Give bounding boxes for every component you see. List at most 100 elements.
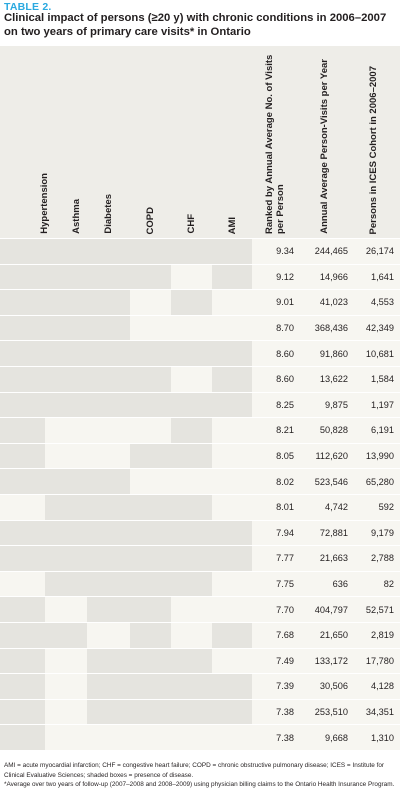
condition-cell	[0, 264, 45, 290]
condition-cell	[87, 520, 130, 546]
rank-value: 9.12	[276, 271, 294, 282]
visits-value: 9,875	[325, 399, 348, 410]
col-header-rank: Ranked by Annual Average No. of Visits p…	[264, 54, 286, 234]
condition-cell	[212, 366, 252, 392]
condition-cell	[171, 290, 212, 315]
condition-cell	[87, 648, 130, 674]
table-body: 9.34 244,465 26,174 9.12 14,966 1,641 9.01 41,0…	[0, 239, 400, 751]
visits-value: 368,436	[314, 323, 348, 334]
condition-cell	[130, 597, 171, 622]
condition-cell	[0, 520, 45, 546]
condition-cell	[130, 418, 171, 443]
condition-cell	[212, 392, 252, 418]
value-cells-bg	[252, 315, 400, 341]
persons-value: 1,641	[371, 271, 394, 282]
condition-cell	[0, 699, 45, 725]
condition-cell	[45, 290, 87, 315]
condition-cell	[0, 239, 45, 264]
rank-value: 8.01	[276, 502, 294, 513]
visits-value: 13,622	[319, 374, 348, 385]
persons-value: 2,819	[371, 630, 394, 641]
rank-value: 7.49	[276, 655, 294, 666]
condition-cell	[45, 674, 87, 699]
condition-cell	[45, 469, 87, 494]
table-row: 9.34 244,465 26,174	[0, 239, 400, 265]
col-header-visits: Annual Average Person-Visits per Year	[318, 59, 330, 234]
condition-cell	[130, 520, 171, 546]
col-header-hypertension: Hypertension	[38, 173, 50, 234]
footnotes: AMI = acute myocardial infarction; CHF =…	[4, 761, 396, 790]
rank-value: 7.77	[276, 553, 294, 564]
condition-cell	[130, 392, 171, 418]
condition-cell	[171, 674, 212, 699]
condition-cell	[0, 366, 45, 392]
condition-cell	[0, 392, 45, 418]
condition-cell	[171, 699, 212, 725]
rank-value: 7.38	[276, 706, 294, 717]
condition-cell	[87, 418, 130, 443]
condition-cell	[45, 699, 87, 725]
col-header-ami: AMI	[226, 216, 238, 234]
visits-value: 636	[332, 579, 348, 590]
condition-cell	[212, 699, 252, 725]
condition-cell	[45, 520, 87, 546]
visits-value: 112,620	[315, 451, 348, 462]
condition-cell	[87, 469, 130, 494]
value-cells-bg	[252, 418, 400, 443]
condition-cell	[87, 725, 130, 750]
condition-cell	[212, 418, 252, 443]
condition-cell	[45, 546, 87, 571]
condition-cell	[87, 622, 130, 648]
condition-cell	[212, 315, 252, 341]
value-cells-bg	[252, 674, 400, 699]
persons-value: 65,280	[365, 476, 394, 487]
persons-value: 592	[378, 502, 394, 513]
condition-cell	[87, 392, 130, 418]
condition-cell	[212, 494, 252, 520]
condition-cell	[45, 418, 87, 443]
condition-cell	[0, 494, 45, 520]
condition-cell	[171, 315, 212, 341]
table-row: 8.21 50,828 6,191	[0, 418, 400, 444]
condition-cell	[130, 725, 171, 750]
value-cells-bg	[252, 699, 400, 725]
condition-cell	[171, 366, 212, 392]
condition-cell	[171, 725, 212, 750]
table-row: 8.60 91,860 10,681	[0, 341, 400, 367]
condition-cell	[45, 648, 87, 674]
condition-cell	[212, 725, 252, 750]
condition-cell	[130, 674, 171, 699]
persons-value: 34,351	[365, 706, 394, 717]
visits-value: 4,742	[325, 502, 348, 513]
rank-value: 7.39	[276, 681, 294, 692]
rank-value: 9.01	[276, 297, 294, 308]
condition-cell	[45, 571, 87, 597]
condition-cell	[0, 443, 45, 469]
condition-cell	[87, 494, 130, 520]
condition-cell	[171, 571, 212, 597]
condition-cell	[87, 315, 130, 341]
value-cells-bg	[252, 622, 400, 648]
value-cells-bg	[252, 443, 400, 469]
condition-cell	[130, 469, 171, 494]
value-cells-bg	[252, 366, 400, 392]
col-header-persons: Persons in ICES Cohort in 2006–2007	[367, 65, 379, 234]
condition-cell	[171, 418, 212, 443]
condition-cell	[130, 264, 171, 290]
condition-cell	[130, 699, 171, 725]
condition-cell	[212, 264, 252, 290]
persons-value: 1,584	[371, 374, 394, 385]
condition-cell	[87, 290, 130, 315]
condition-cell	[171, 443, 212, 469]
rank-value: 9.34	[276, 246, 294, 257]
rank-value: 8.05	[276, 451, 294, 462]
col-header-copd: COPD	[145, 206, 156, 234]
condition-cell	[212, 622, 252, 648]
condition-cell	[212, 674, 252, 699]
persons-value: 17,780	[365, 655, 394, 666]
condition-cell	[0, 418, 45, 443]
condition-cell	[87, 699, 130, 725]
condition-cell	[0, 648, 45, 674]
col-header-asthma: Asthma	[71, 199, 82, 234]
condition-cell	[130, 571, 171, 597]
